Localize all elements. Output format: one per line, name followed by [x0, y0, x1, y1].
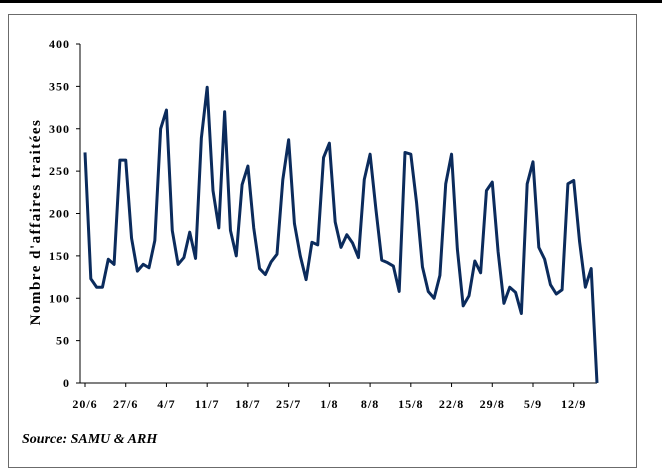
x-tick-label: 12/9 [561, 397, 586, 411]
y-tick-label: 300 [49, 122, 70, 136]
y-axis-ticks: 0 50 100 150 200 250 300 350 400 [49, 37, 80, 390]
y-tick-label: 100 [49, 291, 70, 305]
y-tick-label: 150 [49, 249, 70, 263]
x-tick-label: 1/8 [320, 397, 338, 411]
x-tick-label: 5/9 [524, 397, 542, 411]
chart-frame [8, 14, 637, 468]
series-line [83, 85, 599, 384]
y-tick-label: 0 [63, 376, 70, 390]
y-axis-title: Nombre d'affaires traitées [28, 119, 44, 326]
source-note: Source: SAMU & ARH [22, 432, 158, 447]
y-tick-label: 200 [49, 207, 70, 221]
y-tick-label: 400 [49, 37, 70, 51]
x-tick-label: 18/7 [235, 397, 260, 411]
x-tick-label: 29/8 [480, 397, 505, 411]
x-tick-label: 25/7 [276, 397, 301, 411]
y-tick-label: 50 [56, 334, 70, 348]
top-rule [0, 0, 662, 3]
x-tick-label: 22/8 [439, 397, 464, 411]
x-tick-label: 20/6 [72, 397, 97, 411]
x-tick-label: 27/6 [113, 397, 138, 411]
x-tick-label: 4/7 [157, 397, 175, 411]
x-axis-ticks: 20/6 27/6 4/7 11/7 18/7 25/7 1/8 8/8 15/8 22/8 29/… [72, 383, 586, 411]
x-tick-label: 8/8 [361, 397, 379, 411]
x-tick-label: 15/8 [398, 397, 423, 411]
y-tick-label: 350 [49, 79, 70, 93]
x-tick-label: 11/7 [195, 397, 220, 411]
y-tick-label: 250 [49, 164, 70, 178]
